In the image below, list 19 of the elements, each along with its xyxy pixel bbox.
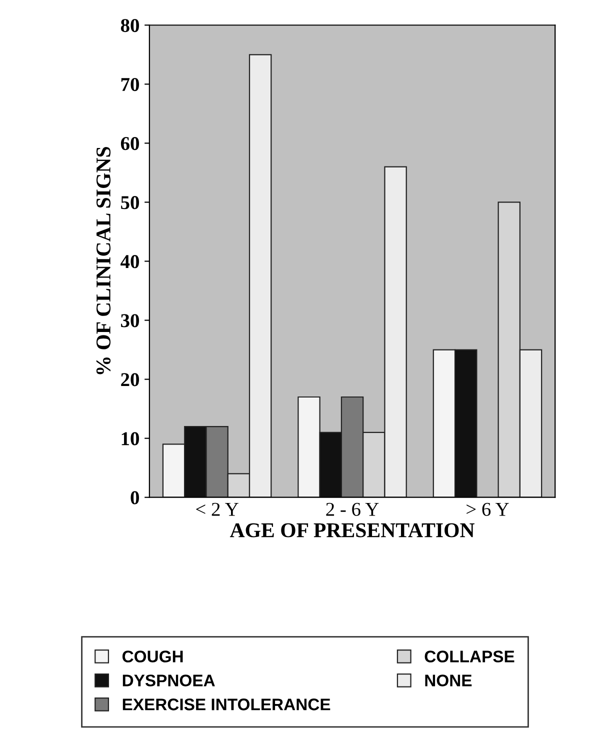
x-axis-title: AGE OF PRESENTATION xyxy=(230,523,475,538)
legend-label: EXERCISE INTOLERANCE xyxy=(122,698,330,710)
y-tick-label: 50 xyxy=(121,196,139,210)
y-tick-label: 20 xyxy=(121,373,139,386)
y-tick-label: 80 xyxy=(120,18,139,32)
x-tick-label: < 2 Y xyxy=(196,502,238,516)
y-tick-label: 70 xyxy=(121,78,139,92)
legend-label: COLLAPSE xyxy=(424,650,514,662)
y-tick-label: 60 xyxy=(120,136,139,150)
legend-label: NONE xyxy=(425,674,472,686)
y-tick-label: 10 xyxy=(122,432,139,446)
x-tick-label: 2 - 6 Y xyxy=(326,502,379,516)
y-tick-label: 30 xyxy=(121,314,139,328)
legend-label: COUGH xyxy=(122,650,183,662)
y-tick-label: 40 xyxy=(120,255,139,268)
legend-label: DYSPNOEA xyxy=(122,674,215,686)
x-tick-label: > 6 Y xyxy=(466,502,509,516)
y-axis-title: % OF CLINICAL SIGNS xyxy=(96,147,111,374)
y-tick-label: 0 xyxy=(130,491,139,504)
